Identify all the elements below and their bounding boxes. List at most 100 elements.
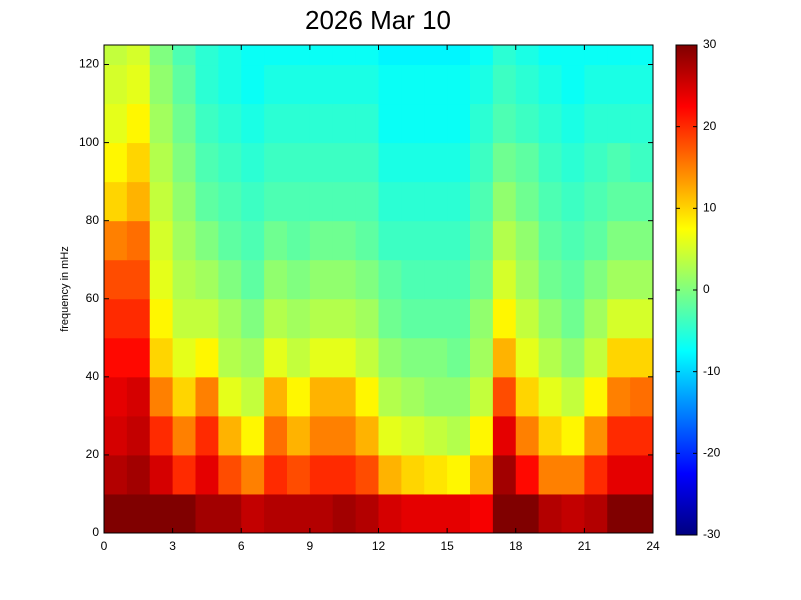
heatmap-cell xyxy=(264,45,288,66)
heatmap-cell xyxy=(287,259,311,300)
heatmap-cell xyxy=(447,142,471,183)
heatmap-cell xyxy=(584,298,608,339)
heatmap-cell xyxy=(264,220,288,261)
heatmap-cell xyxy=(355,220,379,261)
heatmap-cell xyxy=(172,298,196,339)
colorbar-tick-label: -10 xyxy=(703,364,721,378)
heatmap-cell xyxy=(332,220,357,261)
heatmap-cell xyxy=(401,45,425,66)
heatmap-cell xyxy=(126,337,151,378)
heatmap-cell xyxy=(355,298,379,339)
heatmap-cell xyxy=(607,64,631,105)
heatmap-cell xyxy=(149,181,174,222)
heatmap-cell xyxy=(470,415,494,456)
heatmap-cell xyxy=(355,493,379,534)
heatmap-cell xyxy=(104,142,128,183)
heatmap-cell xyxy=(401,142,425,183)
heatmap-cell xyxy=(355,103,379,144)
heatmap-cell xyxy=(126,64,151,105)
heatmap-cell xyxy=(470,142,494,183)
heatmap-cell xyxy=(584,454,608,495)
heatmap-cell xyxy=(241,415,265,456)
heatmap-cell xyxy=(584,493,608,534)
heatmap-cell xyxy=(424,64,448,105)
heatmap-cell xyxy=(630,45,654,66)
heatmap-cell xyxy=(195,415,219,456)
heatmap-cell xyxy=(126,376,151,417)
heatmap-cell xyxy=(309,376,334,417)
heatmap-cell xyxy=(195,181,219,222)
heatmap-cell xyxy=(584,142,608,183)
heatmap-cell xyxy=(309,259,334,300)
heatmap-cell xyxy=(378,454,402,495)
heatmap-cell xyxy=(561,64,585,105)
heatmap-cell xyxy=(309,415,334,456)
heatmap-cell xyxy=(126,454,151,495)
heatmap-cell xyxy=(332,493,357,534)
heatmap-cell xyxy=(584,103,608,144)
heatmap-cell xyxy=(584,259,608,300)
heatmap-cell xyxy=(264,181,288,222)
heatmap-cell xyxy=(241,376,265,417)
heatmap-cell xyxy=(218,376,242,417)
heatmap-cell xyxy=(332,298,357,339)
heatmap-cell xyxy=(378,493,402,534)
heatmap-cell xyxy=(195,493,219,534)
heatmap-cell xyxy=(287,220,311,261)
heatmap-cell xyxy=(195,259,219,300)
x-tick-label: 15 xyxy=(440,539,454,553)
heatmap-cell xyxy=(218,298,242,339)
heatmap-cell xyxy=(126,415,151,456)
y-axis-label: frequency in mHz xyxy=(59,246,71,332)
heatmap-cell xyxy=(309,337,334,378)
heatmap-cell xyxy=(470,454,494,495)
heatmap-cell xyxy=(538,142,562,183)
heatmap-cell xyxy=(241,181,265,222)
colorbar-tick-label: 0 xyxy=(703,282,710,296)
heatmap-cell xyxy=(378,415,402,456)
heatmap-cell xyxy=(309,181,334,222)
heatmap-cell xyxy=(561,181,585,222)
heatmap-cell xyxy=(401,298,425,339)
heatmap-cell xyxy=(515,337,540,378)
heatmap-cell xyxy=(378,45,402,66)
heatmap-cell xyxy=(218,454,242,495)
heatmap-cell xyxy=(172,493,196,534)
heatmap-cell xyxy=(378,298,402,339)
heatmap-cell xyxy=(492,45,517,66)
heatmap-cell xyxy=(309,298,334,339)
heatmap-cell xyxy=(378,259,402,300)
x-tick-label: 18 xyxy=(509,539,523,553)
heatmap-cell xyxy=(332,45,357,66)
heatmap-cell xyxy=(470,376,494,417)
y-tick-label: 120 xyxy=(79,57,99,71)
heatmap-cell xyxy=(584,220,608,261)
heatmap-cell xyxy=(424,337,448,378)
heatmap-cell xyxy=(492,376,517,417)
heatmap-cell xyxy=(149,454,174,495)
heatmap-cell xyxy=(264,454,288,495)
heatmap-cell xyxy=(241,45,265,66)
heatmap-cell xyxy=(241,142,265,183)
heatmap-cell xyxy=(492,220,517,261)
heatmap-cell xyxy=(287,454,311,495)
heatmap-cell xyxy=(195,298,219,339)
heatmap-cell xyxy=(470,64,494,105)
heatmap-cell xyxy=(584,337,608,378)
heatmap-cell xyxy=(126,45,151,66)
heatmap-cell xyxy=(447,64,471,105)
heatmap-cell xyxy=(241,64,265,105)
heatmap-cell xyxy=(424,45,448,66)
heatmap-cell xyxy=(287,181,311,222)
heatmap-cell xyxy=(630,415,654,456)
heatmap-cell xyxy=(104,376,128,417)
heatmap-cell xyxy=(264,337,288,378)
heatmap-cell xyxy=(355,376,379,417)
heatmap-cell xyxy=(104,415,128,456)
heatmap-cell xyxy=(584,415,608,456)
heatmap-cell xyxy=(126,259,151,300)
heatmap-cell xyxy=(172,220,196,261)
heatmap-cell xyxy=(561,454,585,495)
heatmap-cell xyxy=(447,103,471,144)
